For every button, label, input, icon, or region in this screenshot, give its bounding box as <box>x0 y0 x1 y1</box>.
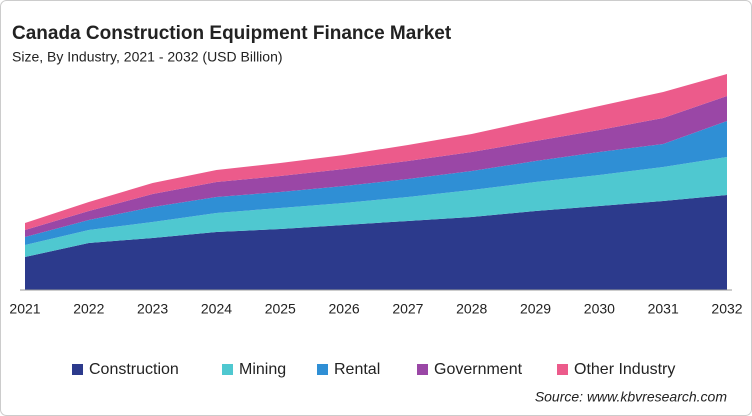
area <box>25 195 727 290</box>
legend-label: Other Industry <box>574 361 675 378</box>
legend-label: Government <box>434 361 523 378</box>
area <box>25 121 727 245</box>
legend-swatch <box>72 364 83 375</box>
x-tick-label: 2027 <box>392 301 423 317</box>
area <box>25 96 727 237</box>
legend-label: Mining <box>239 361 286 378</box>
chart-title: Canada Construction Equipment Finance Ma… <box>12 23 452 44</box>
area <box>25 74 727 230</box>
legend-swatch <box>417 364 428 375</box>
legend-swatch <box>317 364 328 375</box>
x-tick-label: 2029 <box>520 301 551 317</box>
legend-swatch <box>222 364 233 375</box>
x-tick-label: 2028 <box>456 301 487 317</box>
x-tick-label: 2031 <box>648 301 679 317</box>
legend-label: Rental <box>334 361 380 378</box>
x-tick-label: 2030 <box>584 301 615 317</box>
source: Source: www.kbvresearch.com <box>535 389 728 405</box>
legend-swatch <box>557 364 568 375</box>
x-tick-label: 2021 <box>9 301 40 317</box>
x-tick-label: 2025 <box>265 301 296 317</box>
chart-subtitle: Size, By Industry, 2021 - 2032 (USD Bill… <box>12 49 283 65</box>
x-tick-label: 2022 <box>73 301 104 317</box>
legend-label: Construction <box>89 361 179 378</box>
x-tick-label: 2026 <box>329 301 360 317</box>
x-tick-label: 2032 <box>711 301 742 317</box>
x-tick-label: 2023 <box>137 301 168 317</box>
area <box>25 157 727 257</box>
x-tick-label: 2024 <box>201 301 232 317</box>
